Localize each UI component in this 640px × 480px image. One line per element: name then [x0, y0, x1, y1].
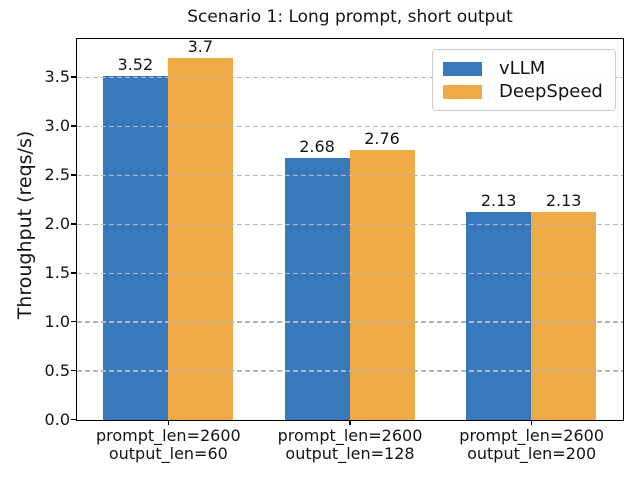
y-tick-mark: [71, 272, 76, 274]
x-tick-label-group1: prompt_len=2600 output_len=60: [96, 427, 241, 463]
y-tick-label: 2.5: [44, 164, 70, 184]
x-tick-label-line: output_len=200: [467, 444, 597, 463]
y-gridline: [77, 321, 623, 323]
legend-swatch-deepspeed-icon: [443, 84, 482, 99]
bar-vllm-group3: [466, 211, 532, 420]
legend: vLLM DeepSpeed: [432, 49, 616, 111]
y-gridline: [77, 272, 623, 275]
y-tick-label: 1.0: [44, 311, 70, 331]
x-tick-label-group2: prompt_len=2600 output_len=128: [278, 427, 423, 463]
legend-entry-vllm: vLLM: [443, 57, 605, 80]
bar-deepspeed-group1: [167, 58, 233, 420]
legend-entry-deepspeed: DeepSpeed: [443, 80, 605, 103]
x-tick-label-group3: prompt_len=2600 output_len=200: [459, 427, 604, 463]
chart-title: Scenario 1: Long prompt, short output: [187, 7, 513, 27]
bar-deepspeed-group3: [531, 211, 597, 420]
y-tick-label: 3.5: [44, 67, 70, 87]
y-tick-mark: [71, 369, 76, 372]
x-tick-label-line: prompt_len=2600: [95, 426, 241, 445]
bar-deepspeed-group2: [349, 150, 415, 420]
bar-vllm-group2: [284, 157, 350, 420]
x-tick-label-line: output_len=60: [108, 444, 228, 463]
y-tick-mark: [71, 320, 76, 323]
x-tick-mark: [349, 419, 351, 425]
x-tick-mark: [167, 419, 170, 425]
bar-value-label: 2.13: [480, 190, 517, 210]
y-gridline: [77, 223, 623, 226]
x-tick-label-line: prompt_len=2600: [459, 426, 605, 445]
bar-vllm-group1: [102, 75, 168, 420]
bar-value-label: 2.76: [364, 129, 400, 149]
x-tick-label-line: prompt_len=2600: [277, 426, 423, 445]
y-tick-label: 0.0: [44, 409, 70, 429]
y-tick-mark: [71, 174, 76, 176]
y-tick-mark: [71, 223, 76, 225]
legend-label-vllm: vLLM: [499, 57, 546, 79]
y-tick-mark: [71, 418, 76, 421]
y-tick-mark: [71, 125, 76, 127]
bar-value-label: 3.7: [187, 37, 214, 57]
legend-label-deepspeed: DeepSpeed: [499, 80, 603, 102]
x-tick-label-line: output_len=128: [285, 444, 415, 463]
y-gridline: [77, 174, 623, 177]
y-gridline: [77, 76, 623, 79]
y-gridline: [77, 125, 623, 128]
plot-area: vLLM DeepSpeed 3.52 3.7 2.68 2.76 2.13 2.13: [76, 38, 624, 421]
y-tick-label: 0.5: [44, 360, 70, 380]
legend-swatch-vllm-icon: [443, 61, 482, 76]
bar-value-label: 2.68: [299, 136, 335, 156]
x-tick-mark: [530, 419, 533, 425]
bar-value-label: 3.52: [117, 54, 154, 74]
y-gridline: [77, 370, 623, 372]
y-tick-label: 1.5: [44, 262, 70, 282]
y-tick-mark: [71, 76, 76, 78]
y-tick-label: 3.0: [44, 116, 70, 136]
y-tick-label: 2.0: [44, 213, 70, 233]
bar-value-label: 2.13: [545, 190, 582, 210]
